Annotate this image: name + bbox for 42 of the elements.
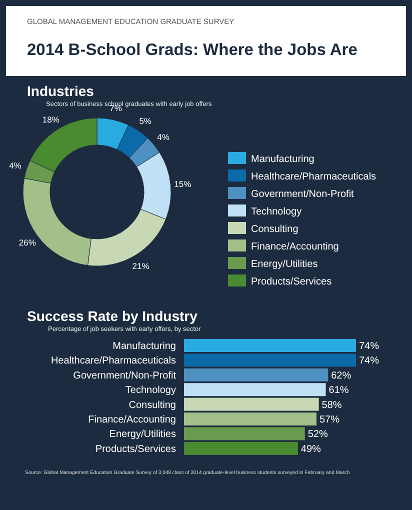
legend-label: Products/Services [251,276,332,288]
data-label: 74% [359,356,380,367]
data-label: 52% [308,429,328,440]
chart-title: Industries [27,83,94,99]
y-tick-label: Consulting [128,400,176,411]
y-tick-label: Finance/Accounting [88,414,176,426]
bar [184,427,305,440]
data-label: 62% [331,370,352,382]
legend-label: Government/Non-Profit [251,189,354,200]
y-tick-label: Energy/Utilities [109,429,176,440]
legend-label: Energy/Utilities [251,259,318,270]
data-label: 74% [359,341,380,352]
data-label: 26% [18,238,36,248]
y-tick-label: Healthcare/Pharmaceuticals [50,356,176,367]
bar [184,383,326,396]
bar [184,354,356,367]
bar [184,398,319,411]
data-label: 18% [42,114,60,124]
chart-title: Success Rate by Industry [27,308,198,324]
y-tick-label: Products/Services [95,444,176,455]
bar [184,368,328,382]
data-label: 21% [132,261,150,271]
legend-label: Healthcare/Pharmaceuticals [251,172,376,182]
y-tick-label: Government/Non-Profit [73,370,176,382]
data-label: 57% [319,414,340,426]
data-label: 15% [174,178,192,189]
legend-label: Technology [251,206,302,218]
y-tick-label: Technology [125,385,176,396]
bar [184,442,298,455]
legend-label: Manufacturing [251,154,314,165]
text: 2014 B-School Grads: Where the Jobs Are [27,41,358,59]
data-label: 49% [300,444,322,455]
data-label: 5% [139,116,152,126]
legend-label: Consulting [251,224,298,235]
data-label: 4% [9,160,22,170]
bar [184,412,316,426]
bar [184,339,356,352]
y-tick-label: Manufacturing [112,341,176,352]
data-label: 4% [157,132,170,142]
data-label: 61% [328,385,349,396]
legend-label: Finance/Accounting [251,242,339,252]
data-label: 58% [322,400,342,411]
